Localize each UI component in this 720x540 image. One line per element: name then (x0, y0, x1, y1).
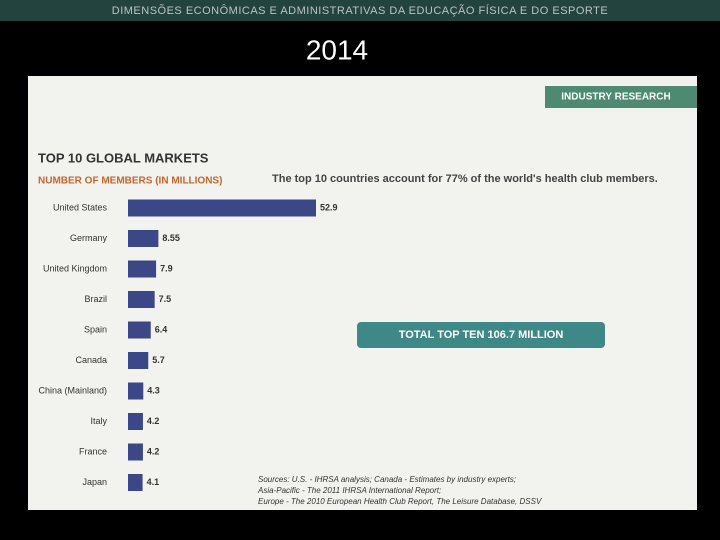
category-label: Japan (82, 477, 107, 487)
chart-title: TOP 10 GLOBAL MARKETS (38, 150, 209, 165)
value-label: 4.1 (147, 477, 160, 487)
value-label: 52.9 (320, 202, 338, 212)
value-label: 4.2 (147, 446, 160, 456)
category-label: United Kingdom (43, 263, 107, 273)
badge-bg (545, 86, 697, 108)
value-label: 6.4 (155, 324, 168, 334)
bar (128, 260, 157, 278)
category-label: Spain (84, 324, 107, 334)
value-label: 4.3 (147, 385, 160, 395)
category-label: Brazil (84, 294, 107, 304)
category-label: Italy (90, 416, 107, 426)
chart-subtitle: NUMBER OF MEMBERS (IN MILLIONS) (38, 176, 222, 187)
badge: INDUSTRY RESEARCH (561, 92, 670, 103)
category-label: United States (53, 202, 108, 212)
annotation: The top 10 countries account for 77% of … (272, 173, 658, 185)
bar (128, 230, 159, 247)
bar (128, 199, 316, 217)
bar (128, 474, 143, 491)
bar (128, 413, 143, 430)
bar (128, 291, 155, 308)
value-label: 7.9 (160, 263, 173, 273)
value-label: 4.2 (147, 416, 160, 426)
bar (128, 443, 143, 461)
total-text: TOTAL TOP TEN 106.7 MILLION (399, 329, 564, 341)
total-box (357, 322, 605, 348)
banner-bg (0, 0, 720, 21)
bars: United States 52.9 Germany 8.55 United Kingd… (38, 199, 338, 491)
category-label: Germany (70, 233, 108, 243)
value-label: 8.55 (162, 233, 180, 243)
category-label: Canada (75, 355, 107, 365)
bar (128, 321, 151, 339)
category-label: China (Mainland) (38, 385, 107, 395)
banner-text: DIMENSÕES ECONÔMICAS E ADMINISTRATIVAS D… (112, 4, 608, 17)
source-line: Asia-Pacific - The 2011 IHRSA Internatio… (257, 486, 441, 495)
category-label: France (79, 446, 107, 456)
value-label: 7.5 (159, 294, 172, 304)
bar (128, 352, 149, 369)
source-line: Sources: U.S. - IHRSA analysis; Canada -… (258, 475, 516, 484)
value-label: 5.7 (152, 355, 165, 365)
bar (128, 382, 144, 400)
source-line: Europe - The 2010 European Health Club R… (258, 497, 542, 506)
year: 2014 (306, 34, 368, 65)
